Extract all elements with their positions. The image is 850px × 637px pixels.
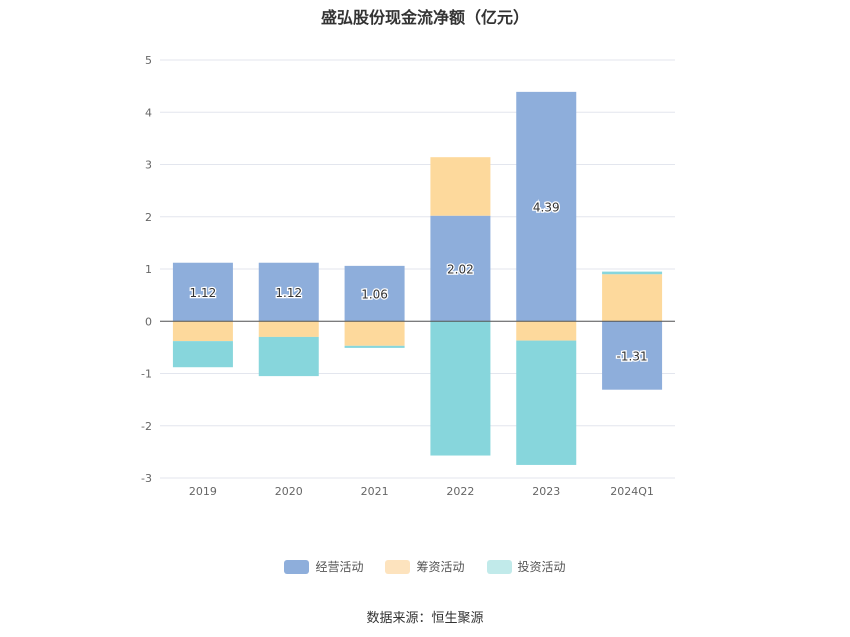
x-tick-label: 2023 (532, 485, 560, 498)
legend-swatch-operating (284, 559, 310, 574)
data-label: 1.12 (190, 286, 217, 300)
x-tick-label: 2020 (275, 485, 303, 498)
data-label: 2.02 (447, 262, 474, 276)
bar-segment (258, 321, 319, 337)
data-label: 1.12 (275, 286, 302, 300)
y-tick-label: 1 (145, 263, 152, 276)
bar-segment (172, 262, 233, 322)
y-tick-label: 4 (145, 106, 152, 119)
bar-segment (430, 157, 491, 216)
bar-segment (516, 91, 577, 322)
y-tick-label: 3 (145, 159, 152, 172)
bar-segment (258, 336, 319, 377)
bar-segment (430, 215, 491, 322)
bar-segment (344, 321, 405, 346)
data-label: 4.39 (533, 201, 560, 215)
legend-item-operating[interactable]: 经营活动 (284, 558, 363, 575)
y-tick-label: 5 (145, 54, 152, 67)
bar-segment (516, 321, 577, 341)
bar-segment (602, 274, 663, 322)
legend-label-financing: 筹资活动 (416, 560, 465, 574)
y-tick-label: 0 (145, 315, 152, 328)
cash-flow-chart: 5 4 3 2 1 0 -1 -2 -3 1.12 2019 1.12 2020 1.06 2021 2.02… (141, 54, 675, 498)
legend-item-investing[interactable]: 投资活动 (486, 558, 566, 575)
y-tick-label: -1 (141, 368, 152, 381)
bar-segment (344, 265, 405, 322)
y-tick-label: -2 (141, 420, 152, 433)
data-label: -1.31 (617, 349, 648, 363)
bar-segment (172, 321, 233, 342)
bar-segment (172, 341, 233, 368)
bar-segment (430, 321, 491, 456)
data-label: 1.06 (361, 288, 388, 302)
legend: 经营活动 筹资活动 投资活动 (0, 558, 850, 575)
x-tick-label: 2022 (446, 485, 474, 498)
legend-label-investing: 投资活动 (517, 560, 566, 574)
bar-segment (602, 321, 663, 390)
x-tick-label: 2024Q1 (610, 485, 654, 498)
legend-item-financing[interactable]: 筹资活动 (385, 558, 465, 575)
bar-segment (602, 271, 663, 275)
data-source: 数据来源：恒生聚源 (366, 611, 484, 626)
bar-segment (258, 262, 319, 322)
chart-title: 盛弘股份现金流净额（亿元） (320, 8, 529, 27)
legend-swatch-financing (385, 559, 411, 574)
bar-segment (344, 345, 405, 348)
y-tick-label: 2 (145, 211, 152, 224)
legend-label-operating: 经营活动 (315, 560, 364, 574)
x-tick-label: 2021 (361, 485, 389, 498)
bar-segment (516, 340, 577, 465)
legend-swatch-investing (486, 559, 512, 574)
x-tick-label: 2019 (189, 485, 217, 498)
y-tick-label: -3 (141, 472, 152, 485)
